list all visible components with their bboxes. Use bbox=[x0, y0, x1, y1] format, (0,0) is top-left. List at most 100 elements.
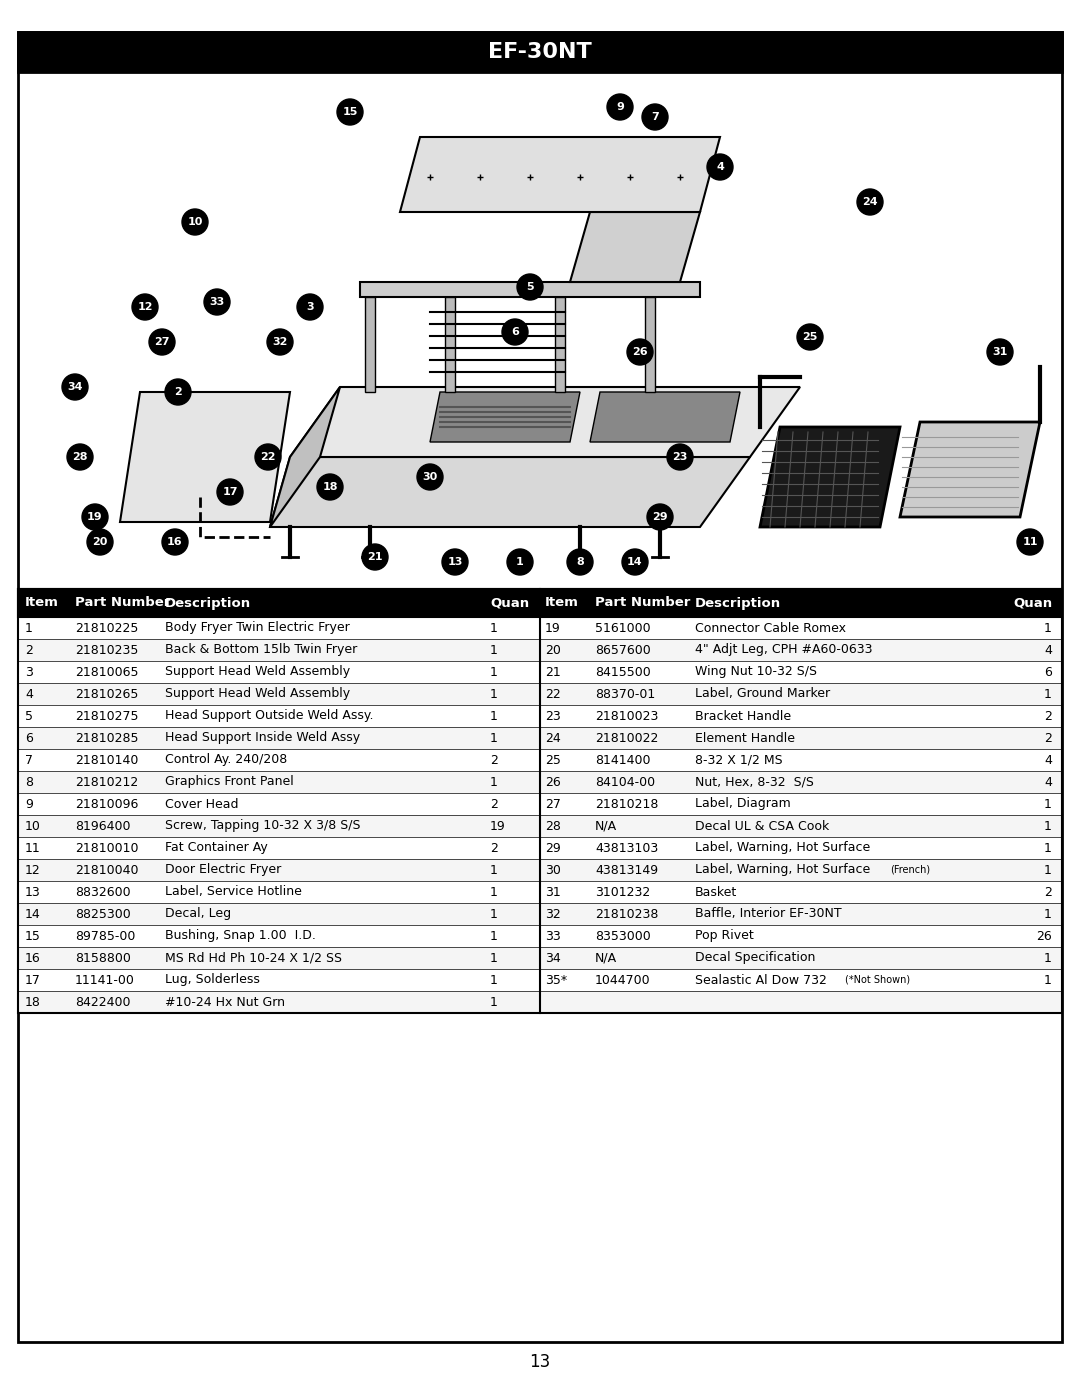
Text: 15: 15 bbox=[342, 108, 357, 117]
Text: 34: 34 bbox=[545, 951, 561, 964]
Text: 1: 1 bbox=[516, 557, 524, 567]
Text: 9: 9 bbox=[616, 102, 624, 112]
Text: MS Rd Hd Ph 10-24 X 1/2 SS: MS Rd Hd Ph 10-24 X 1/2 SS bbox=[165, 951, 342, 964]
Text: Decal UL & CSA Cook: Decal UL & CSA Cook bbox=[696, 820, 829, 833]
Bar bbox=[25, 77, 1055, 583]
Text: 1: 1 bbox=[490, 732, 498, 745]
Text: 29: 29 bbox=[545, 841, 561, 855]
Text: Label, Warning, Hot Surface: Label, Warning, Hot Surface bbox=[696, 841, 870, 855]
Text: 2: 2 bbox=[490, 798, 498, 810]
Text: 8158800: 8158800 bbox=[75, 951, 131, 964]
Text: 22: 22 bbox=[260, 453, 275, 462]
Text: Fat Container Ay: Fat Container Ay bbox=[165, 841, 268, 855]
Circle shape bbox=[502, 319, 528, 345]
Text: 21810096: 21810096 bbox=[75, 798, 138, 810]
Text: (French): (French) bbox=[890, 865, 930, 875]
Text: 14: 14 bbox=[25, 908, 41, 921]
Text: 17: 17 bbox=[25, 974, 41, 986]
Text: Quan: Quan bbox=[490, 597, 529, 609]
Text: Label, Ground Marker: Label, Ground Marker bbox=[696, 687, 831, 700]
Polygon shape bbox=[570, 212, 700, 282]
Text: 14: 14 bbox=[627, 557, 643, 567]
Text: 1: 1 bbox=[490, 908, 498, 921]
Text: 30: 30 bbox=[545, 863, 561, 876]
Text: 21810023: 21810023 bbox=[595, 710, 659, 722]
Text: Screw, Tapping 10-32 X 3/8 S/S: Screw, Tapping 10-32 X 3/8 S/S bbox=[165, 820, 361, 833]
Text: 4" Adjt Leg, CPH #A60-0633: 4" Adjt Leg, CPH #A60-0633 bbox=[696, 644, 873, 657]
Text: 15: 15 bbox=[25, 929, 41, 943]
Text: 24: 24 bbox=[862, 197, 878, 207]
Text: 1: 1 bbox=[490, 665, 498, 679]
Polygon shape bbox=[760, 427, 900, 527]
Text: 1: 1 bbox=[490, 996, 498, 1009]
Text: Pop Rivet: Pop Rivet bbox=[696, 929, 754, 943]
Bar bbox=[18, 32, 1062, 73]
Bar bbox=[540, 771, 1062, 793]
Text: 1: 1 bbox=[1044, 687, 1052, 700]
Circle shape bbox=[417, 464, 443, 490]
Circle shape bbox=[642, 103, 669, 130]
Text: 4: 4 bbox=[1044, 775, 1052, 788]
Text: 3: 3 bbox=[25, 665, 32, 679]
Text: 31: 31 bbox=[545, 886, 561, 898]
Text: 88370-01: 88370-01 bbox=[595, 687, 656, 700]
Text: 1: 1 bbox=[1044, 841, 1052, 855]
Bar bbox=[18, 683, 540, 705]
Bar bbox=[540, 837, 1062, 859]
Circle shape bbox=[165, 379, 191, 405]
Text: Element Handle: Element Handle bbox=[696, 732, 795, 745]
Text: 23: 23 bbox=[673, 453, 688, 462]
Text: 19: 19 bbox=[87, 511, 103, 522]
Circle shape bbox=[255, 444, 281, 469]
Bar bbox=[18, 590, 1062, 1013]
Text: 33: 33 bbox=[545, 929, 561, 943]
Bar bbox=[18, 947, 540, 970]
Bar bbox=[540, 617, 1062, 638]
Bar bbox=[540, 970, 1062, 990]
Circle shape bbox=[162, 529, 188, 555]
Text: 43813103: 43813103 bbox=[595, 841, 658, 855]
Text: Support Head Weld Assembly: Support Head Weld Assembly bbox=[165, 687, 350, 700]
Text: 28: 28 bbox=[545, 820, 561, 833]
Bar bbox=[18, 882, 540, 902]
Text: 8196400: 8196400 bbox=[75, 820, 131, 833]
Text: 4: 4 bbox=[716, 162, 724, 172]
Polygon shape bbox=[430, 393, 580, 441]
Text: Back & Bottom 15lb Twin Fryer: Back & Bottom 15lb Twin Fryer bbox=[165, 644, 357, 657]
Text: 21810040: 21810040 bbox=[75, 863, 138, 876]
Text: 8: 8 bbox=[576, 557, 584, 567]
Bar bbox=[540, 814, 1062, 837]
Text: Bracket Handle: Bracket Handle bbox=[696, 710, 792, 722]
Circle shape bbox=[517, 274, 543, 300]
Text: 12: 12 bbox=[137, 302, 152, 312]
Polygon shape bbox=[445, 298, 455, 393]
Circle shape bbox=[87, 529, 113, 555]
Text: 6: 6 bbox=[511, 327, 518, 337]
Text: Sealastic Al Dow 732: Sealastic Al Dow 732 bbox=[696, 974, 827, 986]
Polygon shape bbox=[270, 387, 340, 527]
Text: Support Head Weld Assembly: Support Head Weld Assembly bbox=[165, 665, 350, 679]
Polygon shape bbox=[360, 282, 700, 298]
Text: 1: 1 bbox=[1044, 820, 1052, 833]
Text: 21: 21 bbox=[367, 552, 382, 562]
Bar bbox=[540, 947, 1062, 970]
Text: Description: Description bbox=[165, 597, 252, 609]
Bar bbox=[18, 726, 540, 749]
Text: 27: 27 bbox=[154, 337, 170, 346]
Bar bbox=[18, 925, 540, 947]
Text: Label, Service Hotline: Label, Service Hotline bbox=[165, 886, 302, 898]
Text: Item: Item bbox=[25, 597, 59, 609]
Text: 1044700: 1044700 bbox=[595, 974, 650, 986]
Text: 19: 19 bbox=[490, 820, 505, 833]
Circle shape bbox=[622, 549, 648, 576]
Text: 33: 33 bbox=[210, 298, 225, 307]
Polygon shape bbox=[120, 393, 291, 522]
Text: 7: 7 bbox=[25, 753, 33, 767]
Text: 17: 17 bbox=[222, 488, 238, 497]
Bar bbox=[18, 705, 540, 726]
Text: 1: 1 bbox=[1044, 622, 1052, 634]
Circle shape bbox=[62, 374, 87, 400]
Text: 21810265: 21810265 bbox=[75, 687, 138, 700]
Circle shape bbox=[607, 94, 633, 120]
Text: 10: 10 bbox=[25, 820, 41, 833]
